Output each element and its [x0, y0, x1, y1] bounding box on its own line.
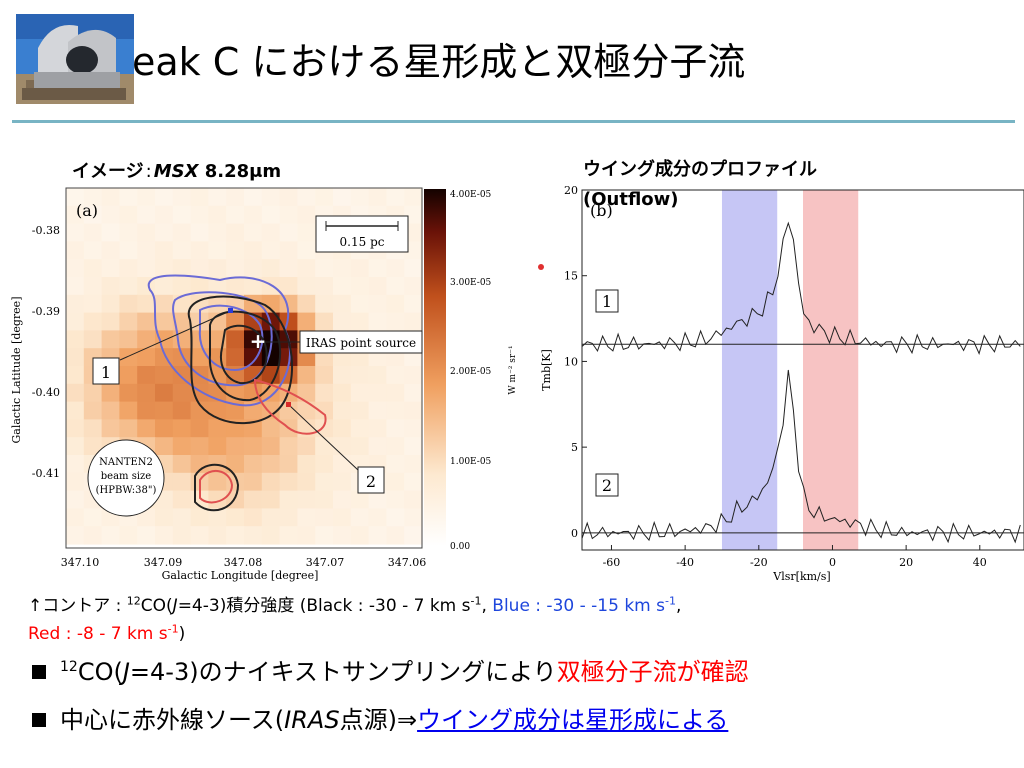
- spectrum-2-label: 2: [602, 476, 612, 495]
- y-tick: -0.41: [32, 467, 60, 480]
- y-tick: -0.39: [32, 305, 60, 318]
- x-axis-label: Vlsr[km/s]: [772, 570, 830, 582]
- panel-b-label: (b): [590, 201, 613, 220]
- red-contour: [253, 378, 327, 435]
- y-tick: 0: [571, 527, 578, 540]
- y-tick: 5: [571, 441, 578, 454]
- colorbar-unit: W m⁻² sr⁻¹: [508, 345, 518, 394]
- telescope-photo: [16, 14, 134, 104]
- y-axis-label: Galactic Latitude [degree]: [10, 297, 23, 444]
- position-1-label: 1: [101, 363, 111, 382]
- msx-map-figure: (a) 0.15 pc + IRAS point source 1 2 NANT…: [0, 180, 520, 585]
- x-tick: 347.08: [224, 556, 263, 569]
- spectrum-2-line: [581, 369, 1021, 544]
- y-axis-label: Tmb[K]: [540, 349, 553, 391]
- bullet-square-icon: [32, 665, 46, 679]
- x-tick: 20: [899, 556, 913, 569]
- black-contour: [220, 324, 268, 385]
- beam-line-1: NANTEN2: [99, 457, 153, 468]
- x-tick: -40: [676, 556, 694, 569]
- x-tick: 347.09: [144, 556, 183, 569]
- colorbar-tick: 2.00E-05: [450, 367, 492, 377]
- beam-line-2: beam size: [101, 471, 152, 482]
- page-title: eak C における星形成と双極分子流: [132, 40, 746, 84]
- x-tick: 0: [829, 556, 836, 569]
- y-tick: 15: [564, 270, 578, 283]
- beam-line-3: (HPBW:38"): [96, 485, 157, 496]
- bullet-2: 中心に赤外線ソース(IRAS点源)⇒ウイング成分は星形成による: [32, 700, 728, 735]
- black-contour: [187, 295, 293, 425]
- y-tick: -0.38: [32, 224, 60, 237]
- red-dot-icon: [538, 264, 544, 270]
- x-tick: 40: [973, 556, 987, 569]
- iras-label: IRAS point source: [306, 336, 416, 350]
- red-velocity-band: [803, 190, 859, 550]
- bullet-square-icon: [32, 713, 46, 727]
- blue-contour: [198, 304, 264, 372]
- colorbar: [424, 189, 446, 546]
- iras-marker: +: [250, 329, 267, 353]
- map-pixels: [66, 188, 423, 545]
- x-tick: 347.07: [306, 556, 345, 569]
- x-tick: 347.06: [388, 556, 427, 569]
- contour-note: ↑コントア : 12CO(J=4-3)積分強度 (Black : -30 - 7…: [28, 594, 682, 644]
- blue-velocity-band: [721, 190, 778, 550]
- red-contour: [199, 470, 234, 504]
- panel-a-label: (a): [76, 201, 98, 220]
- image-caption: イメージ: MSX 8.28μm: [72, 161, 282, 182]
- black-contour: [208, 310, 282, 402]
- colorbar-tick: 4.00E-05: [450, 190, 492, 200]
- x-tick: -20: [750, 556, 768, 569]
- black-contour: [194, 463, 240, 512]
- colorbar-tick: 0.00: [450, 542, 470, 552]
- spectrum-1-line: [581, 221, 1021, 355]
- bullet-1: 12CO(J=4-3)のナイキストサンプリングにより双極分子流が確認: [32, 652, 749, 687]
- wing-component-link[interactable]: ウイング成分は星形成による: [417, 706, 729, 734]
- x-tick: 347.10: [61, 556, 100, 569]
- blue-contour: [147, 274, 291, 407]
- position-2-label: 2: [366, 472, 376, 491]
- colorbar-tick: 3.00E-05: [450, 278, 492, 288]
- x-tick: -60: [603, 556, 621, 569]
- y-tick: -0.40: [32, 386, 60, 399]
- spectrum-1-label: 1: [602, 292, 612, 311]
- spectrum-figure: -60 -40 -20 0 20 40 20 15 10 5 0 (b) 1 2 Vlsr[km/s…: [530, 180, 1024, 583]
- y-tick: 20: [564, 184, 578, 197]
- colorbar-tick: 1.00E-05: [450, 457, 492, 467]
- title-divider: [12, 120, 1015, 123]
- profile-title: ウイング成分のプロファイル (Outflow): [583, 159, 817, 210]
- scale-bar-label: 0.15 pc: [340, 235, 385, 249]
- y-tick: 10: [564, 355, 578, 368]
- x-axis-label: Galactic Longitude [degree]: [162, 569, 319, 582]
